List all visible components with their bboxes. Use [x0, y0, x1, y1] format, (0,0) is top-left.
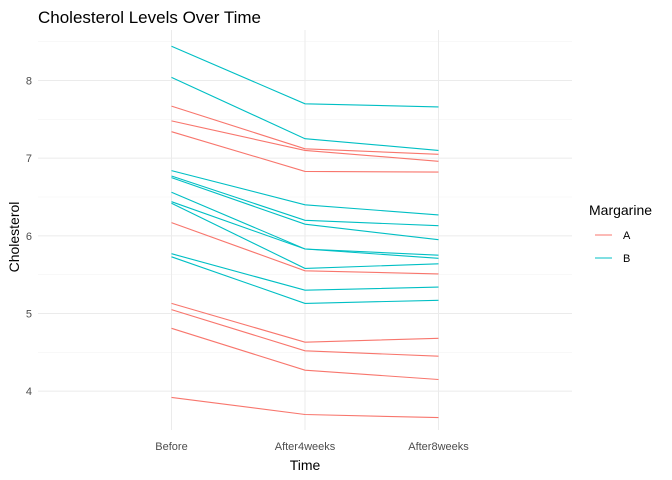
series-line-b — [171, 175, 439, 227]
legend-entries: AB — [595, 230, 631, 265]
series-line-a — [171, 222, 439, 275]
x-axis-title: Time — [290, 457, 321, 473]
series-lines — [171, 45, 439, 419]
x-tick-label: After4weeks — [275, 441, 336, 453]
series-line-a — [171, 105, 439, 155]
y-tick-label: 7 — [26, 153, 32, 165]
y-tick-labels: 4 5 6 7 8 — [26, 75, 32, 398]
series-line-b — [171, 202, 439, 269]
legend-title: Margarine — [589, 202, 652, 218]
series-line-a — [171, 302, 439, 343]
series-line-a — [171, 309, 439, 357]
x-tick-label: Before — [155, 441, 187, 453]
series-line-a — [171, 120, 439, 162]
y-tick-label: 4 — [26, 386, 32, 398]
grid — [38, 30, 572, 430]
series-line-b — [171, 201, 439, 259]
legend-label-a: A — [623, 230, 631, 242]
legend-label-b: B — [623, 253, 630, 265]
y-tick-label: 5 — [26, 308, 32, 320]
x-tick-label: After8weeks — [408, 441, 469, 453]
series-line-b — [171, 45, 439, 108]
series-line-b — [171, 253, 439, 291]
x-tick-labels: Before After4weeks After8weeks — [155, 441, 469, 453]
legend: Margarine AB — [589, 202, 652, 265]
series-line-b — [171, 170, 439, 216]
y-tick-label: 6 — [26, 231, 32, 243]
y-tick-label: 8 — [26, 75, 32, 87]
series-line-b — [171, 177, 439, 241]
series-line-a — [171, 131, 439, 173]
y-axis-title: Cholesterol — [6, 202, 22, 273]
series-line-a — [171, 327, 439, 381]
chart-title: Cholesterol Levels Over Time — [38, 8, 261, 27]
series-line-b — [171, 256, 439, 304]
series-line-b — [171, 76, 439, 151]
series-line-a — [171, 396, 439, 419]
